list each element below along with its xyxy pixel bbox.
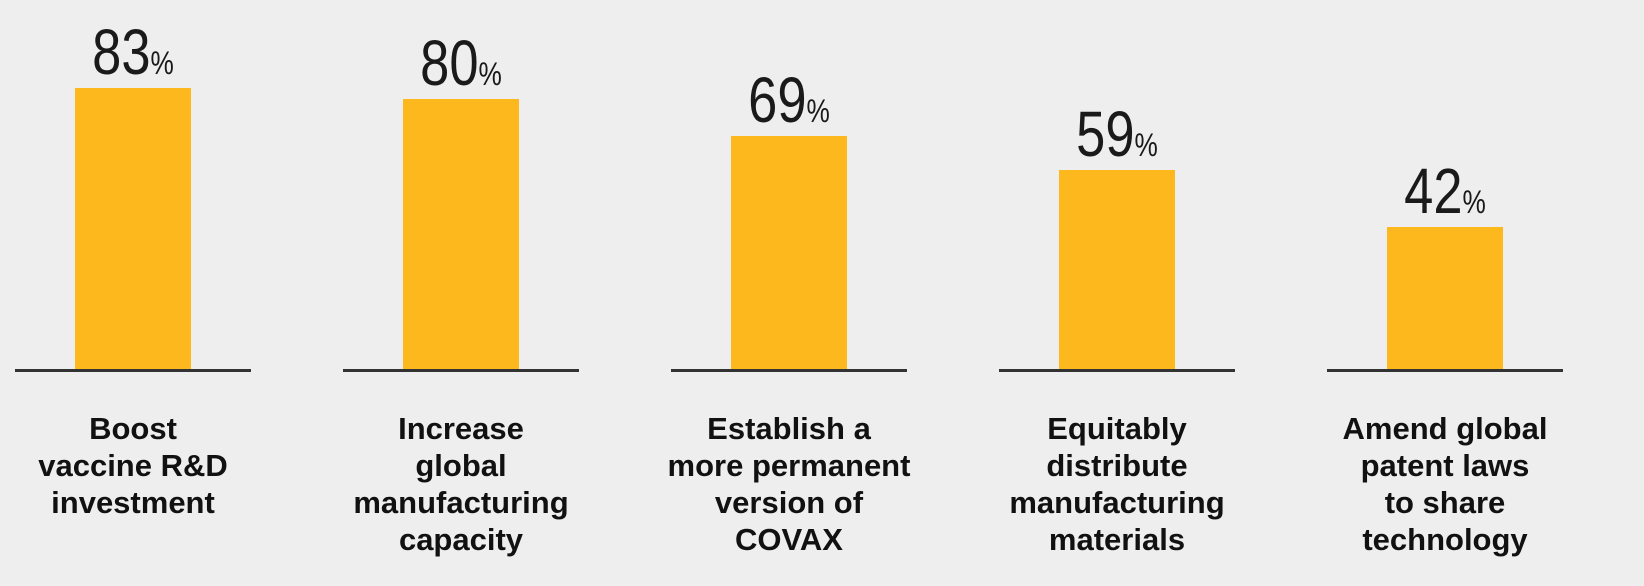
category-label: Amend global patent laws to share technolog… bbox=[1342, 411, 1548, 557]
category-label: Establish a more permanent version of COVAX bbox=[667, 411, 911, 557]
value-percent-sign: % bbox=[150, 45, 174, 82]
bar bbox=[75, 88, 191, 369]
baseline-segment bbox=[15, 369, 251, 372]
baseline-segment bbox=[671, 369, 907, 372]
value-label: 42% bbox=[1347, 159, 1544, 223]
value-label: 69% bbox=[691, 68, 888, 132]
bar bbox=[1059, 169, 1175, 369]
value-number: 59 bbox=[1076, 97, 1135, 170]
value-label: 80% bbox=[363, 31, 560, 95]
category-label: Equitably distribute manufacturing material… bbox=[1009, 411, 1225, 557]
baseline-segment bbox=[343, 369, 579, 372]
value-number: 80 bbox=[420, 26, 479, 99]
value-label: 59% bbox=[1019, 102, 1216, 166]
bar bbox=[731, 135, 847, 369]
bar bbox=[403, 98, 519, 369]
value-percent-sign: % bbox=[478, 55, 502, 92]
bar bbox=[1387, 227, 1503, 369]
value-label: 83% bbox=[35, 20, 232, 84]
category-label: Boost vaccine R&D investment bbox=[38, 411, 228, 520]
value-number: 83 bbox=[92, 16, 151, 89]
value-number: 42 bbox=[1404, 155, 1463, 228]
value-percent-sign: % bbox=[1134, 126, 1158, 163]
value-percent-sign: % bbox=[806, 92, 830, 129]
category-label: Increase global manufacturing capacity bbox=[353, 411, 569, 557]
baseline-segment bbox=[1327, 369, 1563, 372]
value-percent-sign: % bbox=[1462, 184, 1486, 221]
value-number: 69 bbox=[748, 63, 807, 136]
baseline-segment bbox=[999, 369, 1235, 372]
